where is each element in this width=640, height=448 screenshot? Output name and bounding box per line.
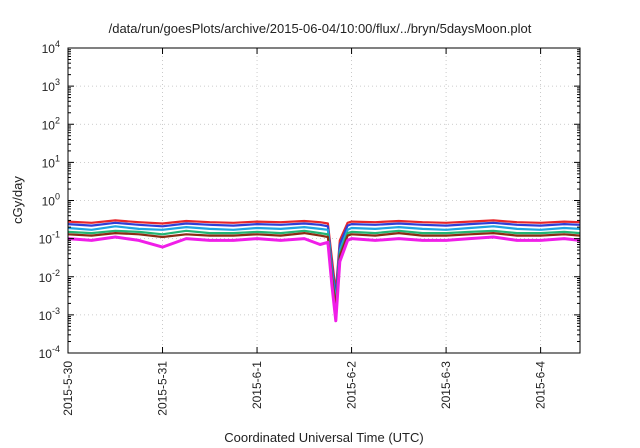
y-tick-label: 104 — [42, 39, 60, 56]
x-tick-label: 2015-6-4 — [534, 361, 548, 409]
x-tick-label: 2015-6-1 — [250, 361, 264, 409]
y-tick-label: 103 — [42, 77, 60, 94]
chart-title: /data/run/goesPlots/archive/2015-06-04/1… — [109, 21, 532, 36]
series-group — [67, 219, 581, 323]
y-tick-label: 10-1 — [39, 230, 60, 247]
x-tick-label: 2015-5-30 — [61, 361, 75, 416]
x-tick-label: 2015-6-3 — [439, 361, 453, 409]
x-tick-label: 2015-6-2 — [345, 361, 359, 409]
series-line-6 — [67, 235, 581, 323]
y-tick-label: 102 — [42, 115, 60, 132]
y-axis-label: cGy/day — [10, 176, 25, 224]
y-axis: 10-4 10-3 10-2 10-1 100 101 102 103 104 — [39, 39, 580, 361]
y-tick-label: 100 — [42, 192, 60, 209]
x-axis-label: Coordinated Universal Time (UTC) — [224, 430, 423, 445]
y-tick-label: 10-2 — [39, 268, 60, 285]
x-tick-label: 2015-5-31 — [156, 361, 170, 416]
y-tick-label: 10-3 — [39, 306, 60, 323]
x-axis: 2015-5-30 2015-5-31 2015-6-1 2015-6-2 2015-6… — [61, 48, 548, 416]
y-tick-label: 10-4 — [39, 344, 60, 361]
grid — [68, 48, 580, 353]
y-tick-label: 101 — [42, 153, 60, 170]
